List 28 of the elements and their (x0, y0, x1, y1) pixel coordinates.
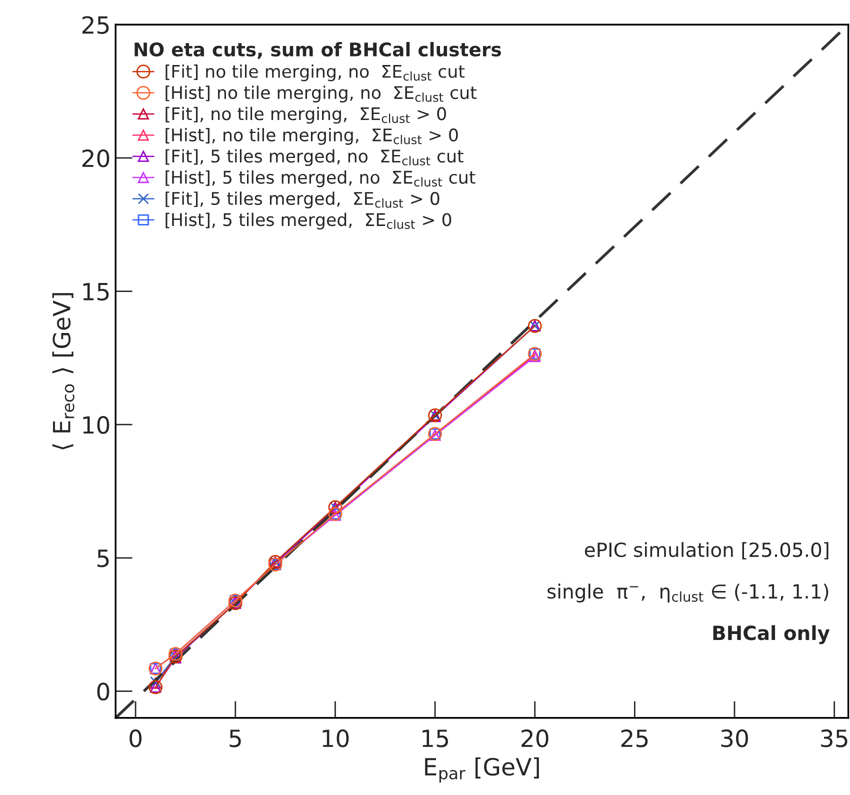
legend-label: [Hist], no tile merging, ΣE$_{clust}$ > 0 (166, 128, 458, 145)
x-tick-label: 0 (130, 729, 142, 748)
y-tick-label: 20 (82, 149, 110, 168)
legend-label: [Fit] no tile merging, no ΣE$_{clust}$ cut (166, 64, 465, 82)
x-tick-label: 30 (721, 729, 748, 748)
x-axis-title: E$_{par}$ [GeV] (425, 757, 539, 783)
y-axis-title: ⟨ E$_{reco}$ ⟩ [GeV] (52, 293, 74, 450)
legend-label: [Hist], 5 tiles merged, no ΣE$_{clust}$ cut (166, 170, 476, 188)
legend-label: [Hist] no tile merging, no ΣE$_{clust}$ cut (166, 86, 476, 102)
x-tick-label: 20 (522, 729, 548, 748)
legend-title: NO eta cuts, sum of BHCal clusters (134, 42, 501, 59)
y-tick-label: 25 (82, 16, 109, 34)
x-tick-label: 5 (230, 730, 241, 748)
y-tick-label: 10 (83, 416, 110, 434)
y-tick-label: 15 (83, 283, 109, 301)
legend-label: [Fit], no tile merging, ΣE$_{clust}$ > 0 (166, 106, 446, 124)
x-tick-label: 35 (821, 729, 848, 748)
x-tick-label: 25 (621, 729, 648, 748)
x-tick-label: 15 (422, 730, 448, 748)
legend-label: [Hist], 5 tiles merged, ΣE$_{clust}$ > 0 (166, 212, 452, 230)
annotation: BHCal only (713, 625, 830, 644)
y-tick-label: 0 (97, 682, 110, 701)
legend-label: [Fit], 5 tiles merged, no ΣE$_{clust}$ cut (166, 149, 464, 166)
annotation: ePIC simulation [25.05.0] (584, 542, 828, 560)
x-tick-label: 10 (322, 729, 349, 748)
legend-label: [Fit], 5 tiles merged, ΣE$_{clust}$ > 0 (166, 192, 440, 208)
y-tick-label: 5 (98, 550, 109, 568)
annotation: single π$^{−}$, η$_{clust}$ ∈ (-1.1, 1.1) (548, 584, 828, 602)
